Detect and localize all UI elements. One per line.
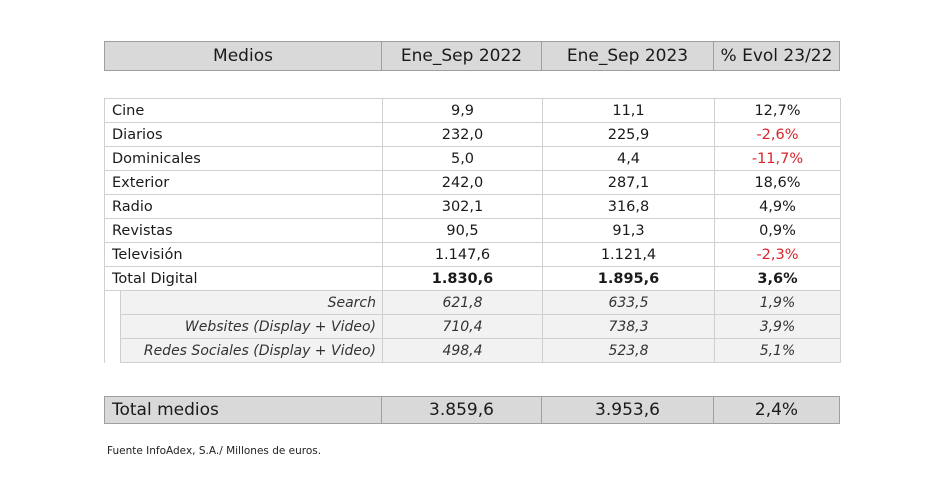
- row-2023: 523,8: [542, 338, 715, 363]
- table-row: Diarios 232,0 225,9 -2,6%: [104, 122, 841, 147]
- indent-cell: [104, 314, 121, 339]
- header-2022: Ene_Sep 2022: [381, 41, 542, 71]
- row-evol: 4,9%: [714, 194, 841, 219]
- media-table: Cine 9,9 11,1 12,7% Diarios 232,0 225,9 …: [104, 98, 841, 363]
- header-row: Medios Ene_Sep 2022 Ene_Sep 2023 % Evol …: [104, 41, 840, 71]
- table-row: Cine 9,9 11,1 12,7%: [104, 98, 841, 123]
- row-2022: 302,1: [382, 194, 543, 219]
- row-evol: -2,6%: [714, 122, 841, 147]
- row-evol: 5,1%: [714, 338, 841, 363]
- row-2023: 287,1: [542, 170, 715, 195]
- row-evol: 12,7%: [714, 98, 841, 123]
- header-2023: Ene_Sep 2023: [541, 41, 714, 71]
- row-evol: 18,6%: [714, 170, 841, 195]
- row-label: Revistas: [104, 218, 383, 243]
- row-evol: -2,3%: [714, 242, 841, 267]
- indent-cell: [104, 338, 121, 363]
- row-evol: 1,9%: [714, 290, 841, 315]
- total-digital-row: Total Digital 1.830,6 1.895,6 3,6%: [104, 266, 841, 291]
- total-2023: 3.953,6: [541, 396, 714, 424]
- row-2022: 5,0: [382, 146, 543, 171]
- total-medios-row: Total medios 3.859,6 3.953,6 2,4%: [104, 396, 840, 424]
- table-row: Dominicales 5,0 4,4 -11,7%: [104, 146, 841, 171]
- header-table: Medios Ene_Sep 2022 Ene_Sep 2023 % Evol …: [104, 41, 840, 71]
- row-label: Diarios: [104, 122, 383, 147]
- row-2023: 4,4: [542, 146, 715, 171]
- header-medios: Medios: [104, 41, 382, 71]
- row-label: Televisión: [104, 242, 383, 267]
- sub-row: Websites (Display + Video) 710,4 738,3 3…: [104, 314, 841, 339]
- row-2023: 91,3: [542, 218, 715, 243]
- row-2023: 633,5: [542, 290, 715, 315]
- row-2022: 9,9: [382, 98, 543, 123]
- row-2022: 498,4: [382, 338, 543, 363]
- row-2023: 316,8: [542, 194, 715, 219]
- row-evol: -11,7%: [714, 146, 841, 171]
- row-label: Exterior: [104, 170, 383, 195]
- row-2022: 232,0: [382, 122, 543, 147]
- total-2022: 3.859,6: [381, 396, 542, 424]
- row-2023: 225,9: [542, 122, 715, 147]
- row-label: Cine: [104, 98, 383, 123]
- row-2022: 242,0: [382, 170, 543, 195]
- table-row: Revistas 90,5 91,3 0,9%: [104, 218, 841, 243]
- total-medios-table: Total medios 3.859,6 3.953,6 2,4%: [104, 396, 840, 424]
- row-evol: 3,9%: [714, 314, 841, 339]
- sub-row: Redes Sociales (Display + Video) 498,4 5…: [104, 338, 841, 363]
- row-label: Radio: [104, 194, 383, 219]
- row-evol: 0,9%: [714, 218, 841, 243]
- row-label: Search: [120, 290, 383, 315]
- table-row: Exterior 242,0 287,1 18,6%: [104, 170, 841, 195]
- header-evol: % Evol 23/22: [713, 41, 840, 71]
- indent-cell: [104, 290, 121, 315]
- total-evol: 2,4%: [713, 396, 840, 424]
- row-2022: 621,8: [382, 290, 543, 315]
- table-row: Televisión 1.147,6 1.121,4 -2,3%: [104, 242, 841, 267]
- row-2022: 1.830,6: [382, 266, 543, 291]
- row-2022: 1.147,6: [382, 242, 543, 267]
- row-2023: 11,1: [542, 98, 715, 123]
- row-label: Dominicales: [104, 146, 383, 171]
- row-label: Total Digital: [104, 266, 383, 291]
- row-2022: 90,5: [382, 218, 543, 243]
- total-label: Total medios: [104, 396, 382, 424]
- row-evol: 3,6%: [714, 266, 841, 291]
- sub-row: Search 621,8 633,5 1,9%: [104, 290, 841, 315]
- row-2023: 1.121,4: [542, 242, 715, 267]
- row-2022: 710,4: [382, 314, 543, 339]
- row-2023: 1.895,6: [542, 266, 715, 291]
- source-note: Fuente InfoAdex, S.A./ Millones de euros…: [107, 445, 322, 457]
- table-row: Radio 302,1 316,8 4,9%: [104, 194, 841, 219]
- row-2023: 738,3: [542, 314, 715, 339]
- row-label: Websites (Display + Video): [120, 314, 383, 339]
- row-label: Redes Sociales (Display + Video): [120, 338, 383, 363]
